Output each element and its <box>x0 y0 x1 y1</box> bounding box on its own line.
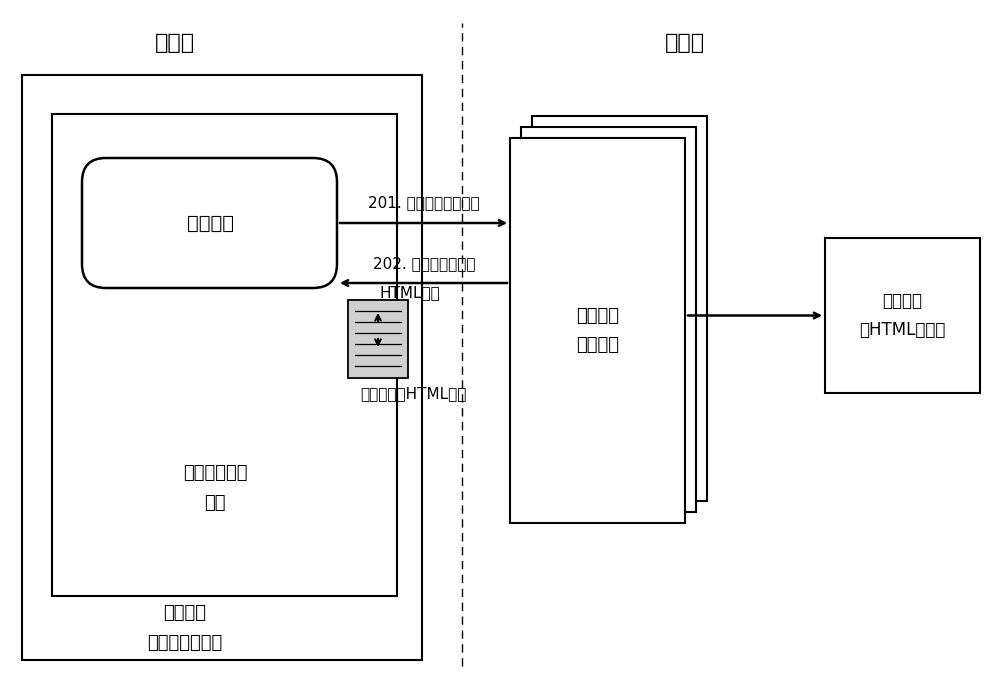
FancyBboxPatch shape <box>52 114 397 596</box>
Text: 终端侧: 终端侧 <box>155 33 195 53</box>
Text: 媒介信息: 媒介信息 <box>186 214 234 233</box>
Text: 媒介信息展示
装置: 媒介信息展示 装置 <box>183 464 247 512</box>
Text: HTML页面: HTML页面 <box>380 285 440 300</box>
Text: 202. 返回媒介信息的: 202. 返回媒介信息的 <box>373 256 475 271</box>
Text: 展示数据
（HTML页面）: 展示数据 （HTML页面） <box>859 292 946 339</box>
FancyBboxPatch shape <box>348 300 408 378</box>
Text: 201. 请求播放媒介信息: 201. 请求播放媒介信息 <box>368 195 480 210</box>
FancyBboxPatch shape <box>82 158 337 288</box>
FancyBboxPatch shape <box>22 75 422 660</box>
Text: 媒介信息的HTML页面: 媒介信息的HTML页面 <box>360 386 466 401</box>
FancyBboxPatch shape <box>521 127 696 512</box>
Text: 网络侧: 网络侧 <box>665 33 705 53</box>
FancyBboxPatch shape <box>510 138 685 523</box>
Text: 媒介信息
播放装置: 媒介信息 播放装置 <box>576 307 619 354</box>
FancyBboxPatch shape <box>532 116 707 501</box>
FancyBboxPatch shape <box>825 238 980 393</box>
Text: 展示媒介
（如网络页面）: 展示媒介 （如网络页面） <box>147 604 223 652</box>
